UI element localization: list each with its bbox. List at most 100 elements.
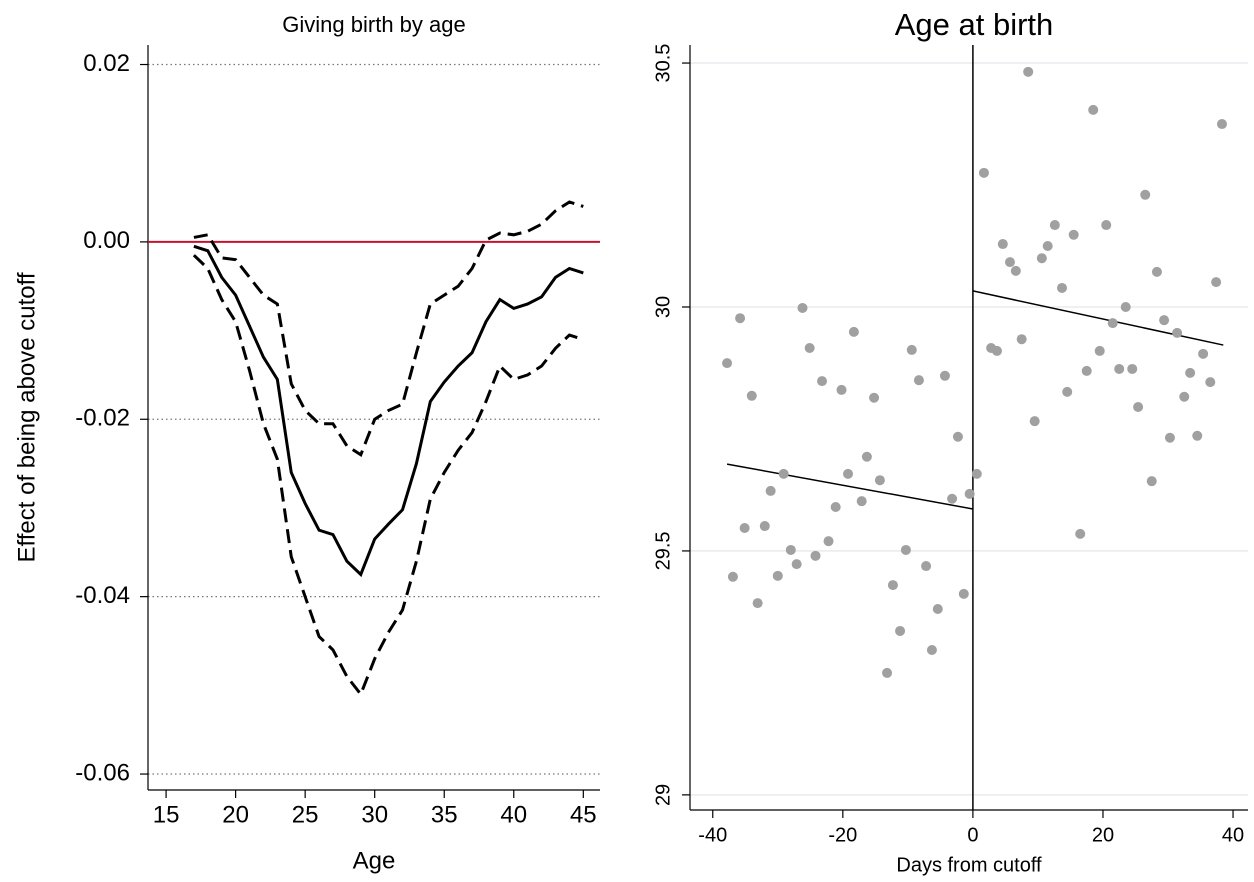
point <box>906 344 917 355</box>
point <box>1057 282 1067 293</box>
x-tick-label: -20 <box>828 824 857 846</box>
y-tick-label: 0.00 <box>83 227 130 254</box>
point <box>1068 229 1079 240</box>
point <box>1192 430 1203 441</box>
point <box>1146 476 1157 487</box>
point <box>843 468 854 479</box>
y-tick-label: 0.02 <box>83 50 130 77</box>
point <box>1088 104 1099 115</box>
fit-line <box>726 463 974 510</box>
point <box>759 521 770 532</box>
point <box>913 375 924 386</box>
point <box>778 468 789 479</box>
point <box>874 475 885 486</box>
point <box>958 588 969 599</box>
x-tick-label: 0 <box>967 824 978 846</box>
x-tick-label: 25 <box>292 801 319 828</box>
y-tick-label: -0.06 <box>75 759 130 786</box>
y-tick-label: 30.5 <box>652 44 674 83</box>
x-axis-title: Days from cutoff <box>896 854 1042 876</box>
point <box>926 644 937 655</box>
point <box>964 488 975 499</box>
point <box>1127 363 1138 374</box>
x-tick-label: 20 <box>1092 824 1114 846</box>
point <box>836 384 847 395</box>
point <box>817 376 828 387</box>
point <box>1159 315 1170 326</box>
x-axis-title: Age <box>353 847 396 874</box>
point <box>882 667 893 678</box>
point <box>997 239 1008 250</box>
point <box>978 167 989 178</box>
point <box>1036 253 1047 264</box>
point <box>1164 432 1175 443</box>
point <box>1049 220 1060 231</box>
point <box>1151 266 1162 277</box>
point <box>735 313 746 324</box>
x-tick-label: 45 <box>570 801 597 828</box>
ci-line <box>192 254 584 698</box>
point <box>856 496 867 507</box>
point <box>739 523 750 534</box>
point <box>1094 345 1105 356</box>
point <box>895 625 906 636</box>
y-tick-label: 29 <box>652 784 674 806</box>
point <box>991 345 1002 356</box>
point <box>1042 241 1053 252</box>
point <box>746 390 757 401</box>
point <box>887 580 898 591</box>
x-tick-label: 15 <box>153 801 180 828</box>
point <box>971 468 982 479</box>
point <box>1075 528 1086 539</box>
chart-title: Age at birth <box>895 7 1054 42</box>
point <box>797 302 808 313</box>
point <box>765 485 776 496</box>
point <box>869 392 880 403</box>
ci-line <box>193 200 584 457</box>
point <box>1211 277 1222 288</box>
point <box>1120 301 1131 312</box>
y-tick-label: 30 <box>652 296 674 318</box>
point <box>1185 367 1196 378</box>
point <box>1172 327 1183 338</box>
point <box>1198 348 1209 359</box>
y-axis-title: Effect of being above cutoff <box>13 272 40 562</box>
point <box>1101 220 1112 231</box>
point <box>900 544 911 555</box>
point <box>804 342 815 353</box>
x-tick-label: 40 <box>1222 824 1244 846</box>
point <box>823 536 834 547</box>
point <box>785 544 796 555</box>
point <box>810 550 821 561</box>
point <box>1004 257 1015 268</box>
point <box>772 570 783 581</box>
point <box>947 493 958 504</box>
point <box>791 559 802 570</box>
y-tick-label: -0.04 <box>75 582 130 609</box>
point <box>1107 318 1118 329</box>
point <box>1140 189 1151 200</box>
x-tick-label: 30 <box>361 801 388 828</box>
x-tick-label: 40 <box>500 801 527 828</box>
x-tick-label: 35 <box>431 801 458 828</box>
chart-title: Giving birth by age <box>282 12 465 37</box>
point <box>1114 363 1125 374</box>
point <box>1081 365 1092 376</box>
point <box>861 451 872 462</box>
x-tick-label: -40 <box>698 824 727 846</box>
point <box>1010 265 1021 276</box>
fit-line <box>972 290 1224 346</box>
point <box>952 431 963 442</box>
point <box>830 502 841 513</box>
point <box>1133 402 1144 413</box>
y-tick-label: -0.02 <box>75 405 130 432</box>
y-tick-label: 29.5 <box>652 531 674 570</box>
point <box>1023 66 1034 77</box>
point <box>1062 386 1073 397</box>
point <box>939 370 950 381</box>
point <box>1205 377 1216 388</box>
point <box>1016 334 1027 345</box>
point <box>932 603 943 614</box>
point <box>848 326 859 337</box>
x-tick-label: 20 <box>222 801 249 828</box>
